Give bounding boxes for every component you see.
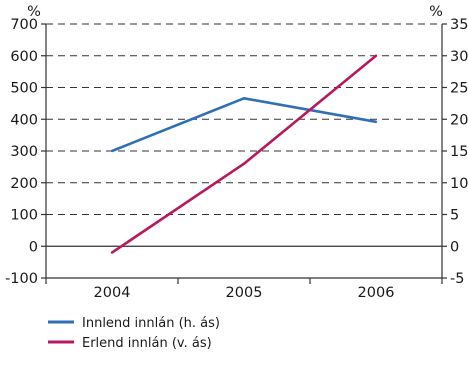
left-tick-label: 500 [10, 81, 38, 97]
data-point [242, 97, 246, 100]
left-tick-label: 600 [10, 49, 38, 65]
legend-label: Innlend innlán (h. ás) [82, 316, 220, 331]
legend: Innlend innlán (h. ás) Erlend innlán (v. … [48, 316, 220, 351]
right-tick-label: 30 [450, 49, 468, 65]
right-axis-unit: % [429, 4, 443, 20]
tick-layer: -100 0 100 200 300 400 500 600 700 -5 0 5 10 15 20 25 30… [5, 17, 468, 301]
axis-layer: % % [27, 4, 443, 279]
x-tick-label: 2006 [358, 285, 395, 301]
series-layer [110, 54, 378, 254]
legend-label: Erlend innlán (v. ás) [82, 336, 212, 351]
left-tick-label: 0 [29, 239, 38, 255]
series-line [111, 54, 377, 254]
right-tick-label: 15 [450, 144, 468, 160]
right-tick-label: 10 [450, 176, 468, 192]
right-tick-label: 25 [450, 81, 468, 97]
left-tick-label: 100 [10, 208, 38, 224]
left-tick-label: -100 [5, 271, 38, 287]
grid-layer [46, 23, 442, 215]
left-tick-label: 400 [10, 112, 38, 128]
data-point [374, 120, 378, 123]
data-point [110, 251, 114, 254]
right-tick-label: 5 [450, 208, 459, 224]
right-tick-label: -5 [450, 271, 464, 287]
right-tick-label: 0 [450, 239, 459, 255]
data-point [374, 54, 378, 57]
x-tick-label: 2004 [94, 285, 131, 301]
left-tick-label: 300 [10, 144, 38, 160]
left-tick-label: 700 [10, 17, 38, 33]
data-point [242, 162, 246, 165]
right-tick-label: 20 [450, 112, 468, 128]
left-tick-label: 200 [10, 176, 38, 192]
series-line [111, 97, 377, 153]
data-point [110, 149, 114, 153]
left-axis-unit: % [27, 4, 41, 20]
x-tick-label: 2005 [226, 285, 263, 301]
right-tick-label: 35 [450, 17, 468, 33]
